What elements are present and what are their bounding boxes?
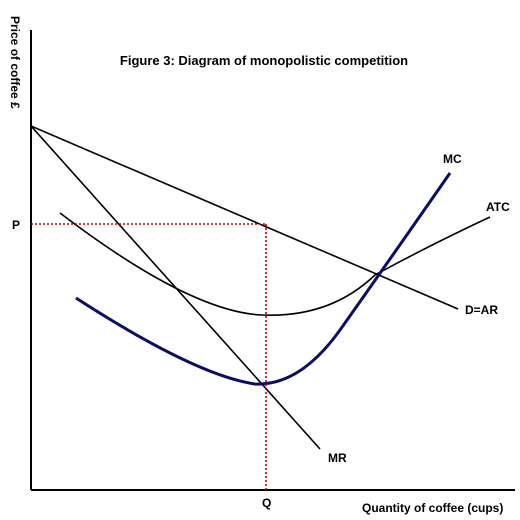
- atc-label: ATC: [486, 200, 510, 214]
- demand-label: D=AR: [465, 303, 498, 317]
- figure-title: Figure 3: Diagram of monopolistic compet…: [120, 53, 408, 68]
- demand-curve: [30, 125, 459, 310]
- y-axis-label: Price of coffee £: [8, 16, 22, 109]
- mc-curve: [75, 172, 452, 386]
- atc-curve: [59, 212, 491, 316]
- mr-label: MR: [328, 451, 347, 465]
- price-marker: P: [12, 218, 20, 232]
- x-axis-label: Quantity of coffee (cups): [362, 501, 503, 515]
- mc-label: MC: [443, 152, 462, 166]
- quantity-marker: Q: [262, 496, 271, 510]
